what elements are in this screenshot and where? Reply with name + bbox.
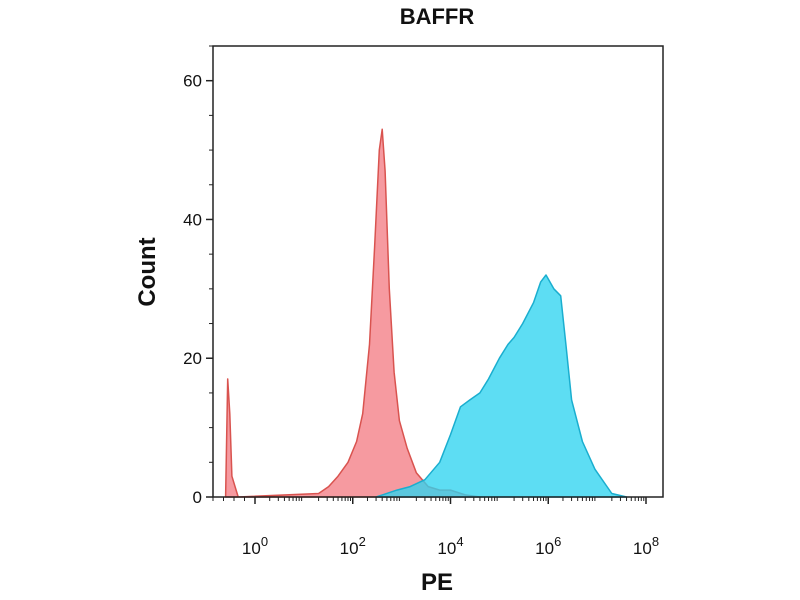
x-tick-label-1e6: 106 <box>535 534 561 558</box>
axis-layer: 0 20 40 60 100 102 104 106 108 <box>183 45 659 558</box>
series-layer <box>224 128 628 498</box>
chart-title: BAFFR <box>400 4 475 29</box>
plot-frame <box>212 45 664 498</box>
y-tick-label-20: 20 <box>183 349 202 368</box>
x-tick-label-1e4: 104 <box>437 534 463 558</box>
y-tick-label-60: 60 <box>183 72 202 91</box>
y-tick-label-40: 40 <box>183 210 202 229</box>
series-1-area <box>224 128 481 498</box>
x-tick-label-1e8: 108 <box>633 534 659 558</box>
x-tick-label-1e0: 100 <box>242 534 268 558</box>
x-axis-label: PE <box>421 569 453 596</box>
y-axis-label: Count <box>134 237 161 306</box>
series-2-area <box>375 274 628 498</box>
y-tick-label-0: 0 <box>193 488 202 507</box>
x-tick-label-1e2: 102 <box>340 534 366 558</box>
